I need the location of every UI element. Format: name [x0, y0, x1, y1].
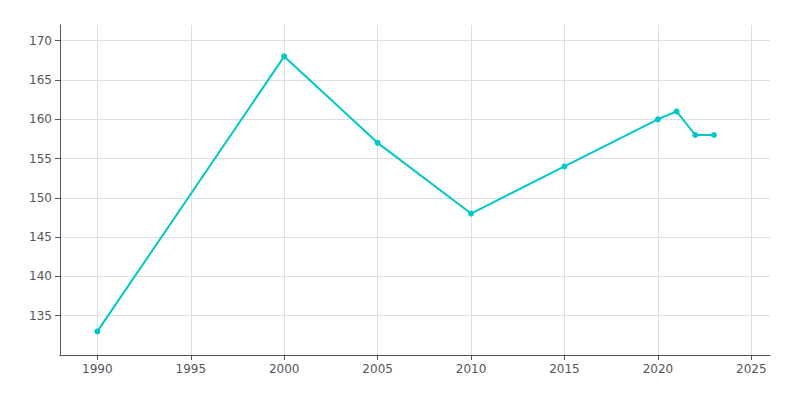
svg-text:1990: 1990 [82, 362, 113, 376]
svg-text:2010: 2010 [456, 362, 487, 376]
svg-text:2025: 2025 [736, 362, 767, 376]
svg-text:155: 155 [29, 152, 52, 166]
svg-text:150: 150 [29, 191, 52, 205]
svg-text:145: 145 [29, 230, 52, 244]
svg-text:140: 140 [29, 269, 52, 283]
svg-text:170: 170 [29, 34, 52, 48]
svg-text:1995: 1995 [176, 362, 207, 376]
svg-text:2000: 2000 [269, 362, 300, 376]
svg-text:2015: 2015 [549, 362, 580, 376]
svg-text:2005: 2005 [362, 362, 393, 376]
svg-text:165: 165 [29, 73, 52, 87]
svg-text:2020: 2020 [643, 362, 674, 376]
svg-text:135: 135 [29, 309, 52, 323]
svg-text:160: 160 [29, 112, 52, 126]
